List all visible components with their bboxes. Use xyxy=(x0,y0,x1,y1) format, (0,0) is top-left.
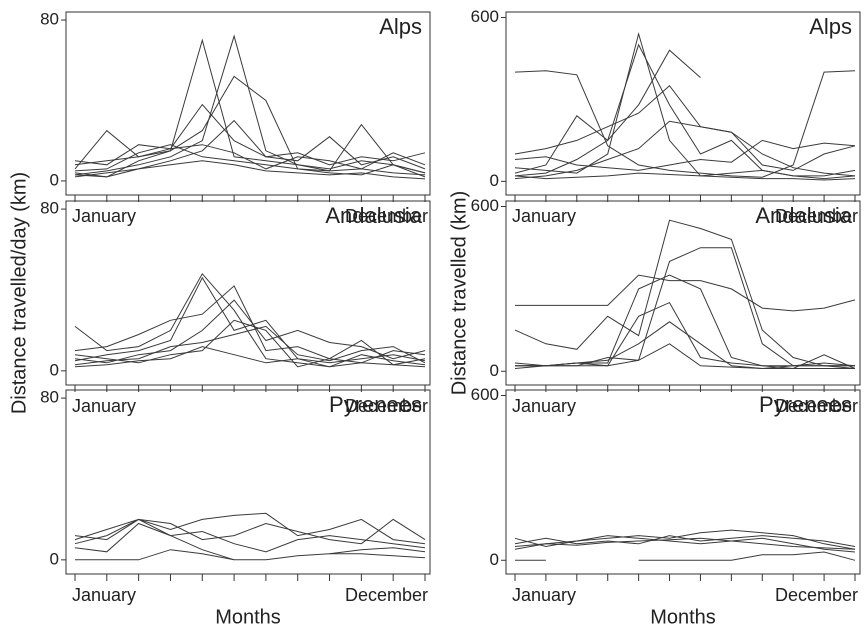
x-axis-label: Months xyxy=(215,606,281,628)
y-tick-label: 600 xyxy=(471,385,499,404)
y-tick-label: 80 xyxy=(40,388,59,407)
panel-title: Alps xyxy=(809,14,852,39)
x-tick-label: January xyxy=(512,396,576,416)
data-line xyxy=(74,518,426,553)
x-tick-label: January xyxy=(72,585,136,605)
y-tick-label: 600 xyxy=(471,7,499,26)
data-line xyxy=(74,325,426,366)
data-line xyxy=(74,285,426,364)
x-tick-label: January xyxy=(72,396,136,416)
data-line xyxy=(74,34,426,176)
data-line xyxy=(515,343,856,370)
data-line xyxy=(74,319,426,368)
x-tick-label: January xyxy=(72,206,136,226)
data-line xyxy=(514,301,856,370)
data-line xyxy=(74,299,426,364)
data-line xyxy=(74,144,426,170)
y-tick-label: 0 xyxy=(490,171,499,190)
x-axis-label: Months xyxy=(650,606,716,628)
x-tick-label: December xyxy=(345,206,428,226)
y-tick-label: 0 xyxy=(50,170,59,189)
data-line xyxy=(514,32,856,180)
panel-title: Pyrenees xyxy=(329,392,422,417)
y-axis-label: Distance travelled (km) xyxy=(448,191,470,396)
data-line xyxy=(74,522,426,561)
data-line xyxy=(515,551,856,561)
data-line xyxy=(514,219,856,369)
panel-title: Alps xyxy=(379,14,422,39)
data-line xyxy=(515,247,855,367)
data-line xyxy=(74,518,426,545)
data-line xyxy=(514,139,856,171)
data-line xyxy=(514,70,856,178)
data-line xyxy=(514,321,855,369)
data-line xyxy=(514,535,856,547)
x-tick-label: December xyxy=(775,396,858,416)
data-line xyxy=(514,120,856,180)
panel-frame xyxy=(505,11,861,196)
data-line xyxy=(74,38,426,178)
data-line xyxy=(74,272,426,368)
panel-title: Pyrenees xyxy=(759,392,852,417)
x-tick-label: January xyxy=(512,585,576,605)
panel-frame xyxy=(505,200,861,386)
y-tick-label: 80 xyxy=(40,199,59,218)
x-tick-label: December xyxy=(775,206,858,226)
y-tick-label: 600 xyxy=(471,196,499,215)
data-line xyxy=(514,49,701,177)
panel-frame xyxy=(65,200,431,386)
y-axis-label: Distance travelled/day (km) xyxy=(8,172,30,414)
data-line xyxy=(74,160,426,180)
x-tick-label: December xyxy=(775,585,858,605)
y-tick-label: 0 xyxy=(490,550,499,569)
data-line xyxy=(74,103,426,170)
x-tick-label: January xyxy=(512,206,576,226)
panel-frame xyxy=(65,389,431,575)
y-tick-label: 0 xyxy=(50,360,59,379)
panel-title: Andalusia xyxy=(755,203,852,228)
data-line xyxy=(74,346,426,368)
data-line xyxy=(74,119,426,178)
y-tick-label: 80 xyxy=(40,10,59,29)
y-tick-label: 0 xyxy=(50,549,59,568)
panel-frame xyxy=(65,11,431,196)
panel-frame xyxy=(505,389,861,575)
data-line xyxy=(515,274,856,312)
data-line xyxy=(74,512,426,545)
data-line xyxy=(514,172,856,181)
data-line xyxy=(514,535,856,553)
panel-title: Andalusia xyxy=(325,203,422,228)
y-tick-label: 0 xyxy=(490,361,499,380)
data-line xyxy=(74,75,426,174)
data-line xyxy=(514,537,856,550)
data-line xyxy=(515,274,855,367)
data-line xyxy=(75,549,426,561)
x-tick-label: December xyxy=(345,396,428,416)
x-tick-label: December xyxy=(345,585,428,605)
data-line xyxy=(514,84,856,171)
